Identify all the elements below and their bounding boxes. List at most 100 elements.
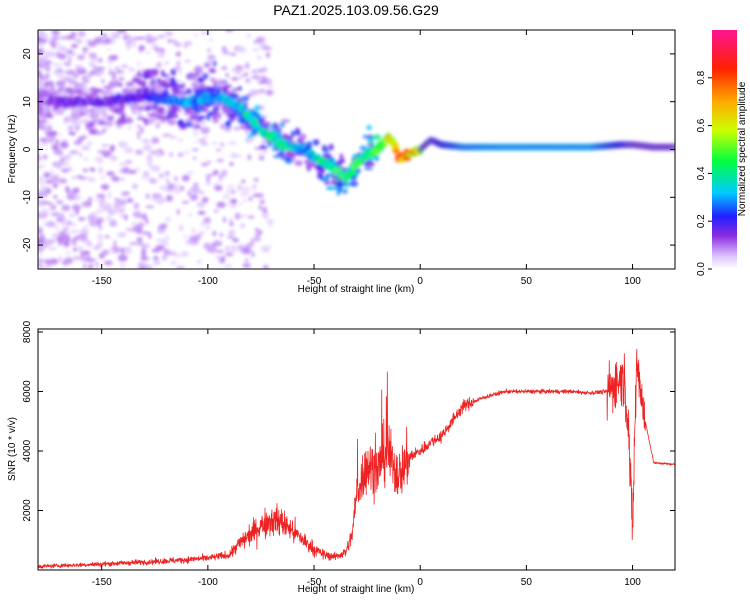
spectrum-cloud [116, 125, 123, 129]
spectrum-speckle [224, 245, 229, 252]
spectrum-cloud [201, 107, 209, 113]
spectrum-cloud [67, 78, 74, 85]
spectrum-cloud [186, 88, 192, 92]
spectrum-speckle [48, 247, 58, 250]
spectrum-speckle [108, 153, 115, 161]
spectrogram-ylabel: Frequency (Hz) [7, 115, 18, 184]
spectrum-speckle [101, 143, 109, 148]
spectrum-speckle [59, 36, 70, 40]
spectrum-speckle [251, 184, 257, 188]
spectrum-speckle [229, 230, 235, 236]
y-tick-label: 4000 [22, 439, 33, 462]
spectrum-speckle [241, 179, 246, 184]
spectrum-speckle [254, 232, 260, 238]
spectrum-speckle [104, 235, 110, 239]
spectrum-cloud [194, 72, 200, 76]
spectrum-speckle [99, 176, 106, 179]
x-tick-label: 100 [624, 577, 641, 588]
spectrum-speckle [107, 191, 112, 199]
spectrum-speckle [145, 40, 155, 43]
spectrum-speckle [159, 223, 168, 229]
spectrum-speckle [72, 72, 80, 79]
spectrum-speckle [56, 200, 64, 205]
spectrum-cloud [136, 116, 145, 121]
spectrum-cloud [151, 87, 156, 94]
spectrum-speckle [145, 205, 155, 208]
spectrum-speckle [245, 33, 252, 38]
spectrum-speckle [128, 170, 137, 174]
spectrum-cloud [330, 180, 339, 185]
spectrum-cloud [256, 117, 266, 122]
spectrum-cloud [294, 130, 301, 136]
snr-ticks: -150 -100 -50 0 50 100 2000 4000 6000 8000 [22, 320, 675, 588]
spectrum-speckle [169, 135, 178, 140]
spectrum-speckle [147, 159, 154, 165]
spectrum-speckle [253, 237, 262, 242]
spectrum-speckle [220, 123, 224, 130]
snr-xlabel: Height of straight line (km) [298, 584, 415, 595]
spectrum-speckle [74, 197, 79, 201]
spectrum-cloud [331, 173, 336, 180]
spectrum-cloud [267, 142, 272, 148]
spectrum-speckle [77, 246, 85, 249]
spectrum-cloud [309, 162, 316, 168]
spectrum-speckle [198, 191, 205, 195]
spectrum-cloud [281, 156, 291, 160]
spectrum-speckle [175, 51, 181, 57]
spectrum-cloud [73, 83, 80, 87]
spectrum-speckle [247, 215, 255, 219]
spectrum-speckle [174, 42, 182, 47]
spectrum-speckle [231, 198, 237, 205]
spectrum-speckle [244, 80, 253, 84]
spectrum-speckle [107, 47, 111, 51]
spectrum-speckle [61, 168, 70, 173]
spectrum-speckle [206, 58, 214, 64]
spectrum-cloud [141, 72, 152, 80]
spectrum-cloud [203, 73, 209, 80]
spectrum-speckle [131, 221, 138, 227]
spectrum-speckle [86, 215, 96, 221]
spectrum-cloud [131, 109, 137, 115]
spectrum-speckle [155, 152, 162, 158]
spectrum-cloud [177, 93, 186, 97]
spectrum-speckle [214, 185, 223, 191]
spectrum-speckle [238, 202, 242, 206]
spectrum-speckle [136, 237, 143, 242]
spectrum-speckle [44, 201, 52, 205]
spectrum-speckle [109, 32, 120, 37]
spectrum-speckle [135, 166, 141, 172]
spectrum-speckle [38, 257, 43, 263]
spectrum-speckle [77, 175, 83, 179]
spectrum-speckle [61, 218, 70, 226]
spectrum-speckle [70, 31, 76, 38]
snr-ylabel: SNR (10 * v/v) [7, 417, 18, 481]
spectrum-cloud [158, 80, 169, 87]
spectrum-speckle [46, 135, 56, 143]
spectrum-speckle [222, 216, 227, 223]
spectrum-cloud [291, 130, 296, 137]
spectrum-speckle [38, 57, 45, 64]
spectrum-cloud [212, 78, 218, 86]
spectrum-cloud [237, 86, 243, 91]
spectrum-cloud [169, 80, 179, 87]
spectrum-speckle [136, 124, 142, 129]
spectrum-speckle [193, 133, 199, 137]
spectrum-speckle [203, 242, 212, 250]
spectrum-speckle [227, 141, 237, 145]
spectrum-cloud [147, 113, 157, 117]
spectrum-cloud [324, 181, 331, 185]
spectrum-speckle [58, 149, 63, 157]
spectrum-speckle [88, 263, 93, 269]
spectrum-speckle [215, 255, 223, 260]
spectrum-speckle [235, 65, 241, 69]
spectrum-speckle [38, 138, 42, 143]
spectrum-speckle [41, 32, 49, 40]
spectrum-cloud [106, 119, 112, 127]
spectrum-speckle [232, 68, 237, 72]
spectrum-speckle [56, 41, 62, 49]
spectrum-cloud [200, 126, 210, 134]
spectrum-speckle [228, 244, 239, 253]
spectrum-speckle [245, 61, 250, 70]
spectrum-cloud [72, 107, 82, 115]
spectrum-cloud [154, 88, 162, 93]
